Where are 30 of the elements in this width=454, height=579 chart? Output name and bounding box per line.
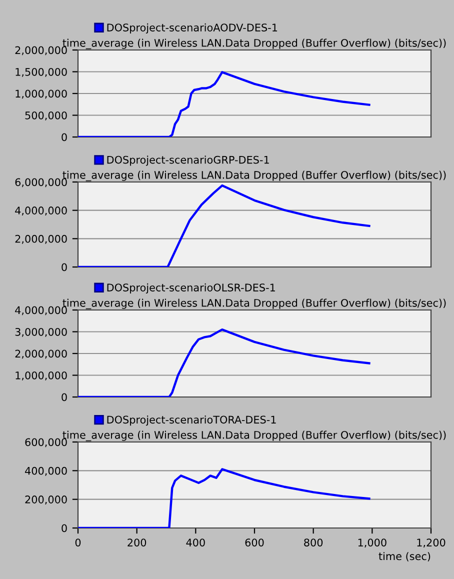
y-tick-label: 1,500,000 [16, 68, 67, 77]
x-tick-label: 1,200 [417, 538, 446, 548]
line-series [78, 184, 370, 267]
y-tick-label: 200,000 [25, 496, 67, 504]
x-tick-label: 200 [128, 538, 146, 546]
y-tick-label: 2,000,000 [15, 234, 67, 244]
legend-label: DOSproject-scenarioTORA-DES-1 [107, 416, 276, 426]
y-tick-label: 1,000,000 [16, 90, 67, 99]
y-tick-label: 500,000 [25, 111, 67, 120]
y-tick-label: 3,000,000 [15, 328, 67, 337]
x-tick-label: 1,000 [358, 538, 386, 548]
y-tick-label: 0 [62, 393, 67, 402]
x-tick-label: 800 [304, 538, 323, 546]
line-series [78, 328, 370, 397]
y-tick-label: 0 [62, 133, 67, 142]
legend-label: DOSproject-scenarioGRP-DES-1 [107, 156, 269, 166]
x-tick-label: 600 [245, 538, 264, 546]
y-tick-label: 400,000 [25, 466, 67, 476]
x-axis-title: time (sec) [378, 552, 430, 562]
legend-label: DOSproject-scenarioOLSR-DES-1 [107, 283, 275, 294]
line-series [78, 468, 370, 528]
legend-label: DOSproject-scenarioAODV-DES-1 [107, 23, 278, 34]
x-tick-label: 0 [75, 538, 81, 546]
y-tick-label: 4,000,000 [15, 206, 67, 216]
y-tick-label: 1,000,000 [16, 371, 67, 380]
line-series [78, 71, 370, 137]
y-tick-label: 0 [62, 263, 67, 272]
y-tick-label: 0 [62, 524, 67, 532]
x-tick-label: 400 [186, 538, 205, 546]
y-tick-label: 2,000,000 [15, 350, 67, 359]
